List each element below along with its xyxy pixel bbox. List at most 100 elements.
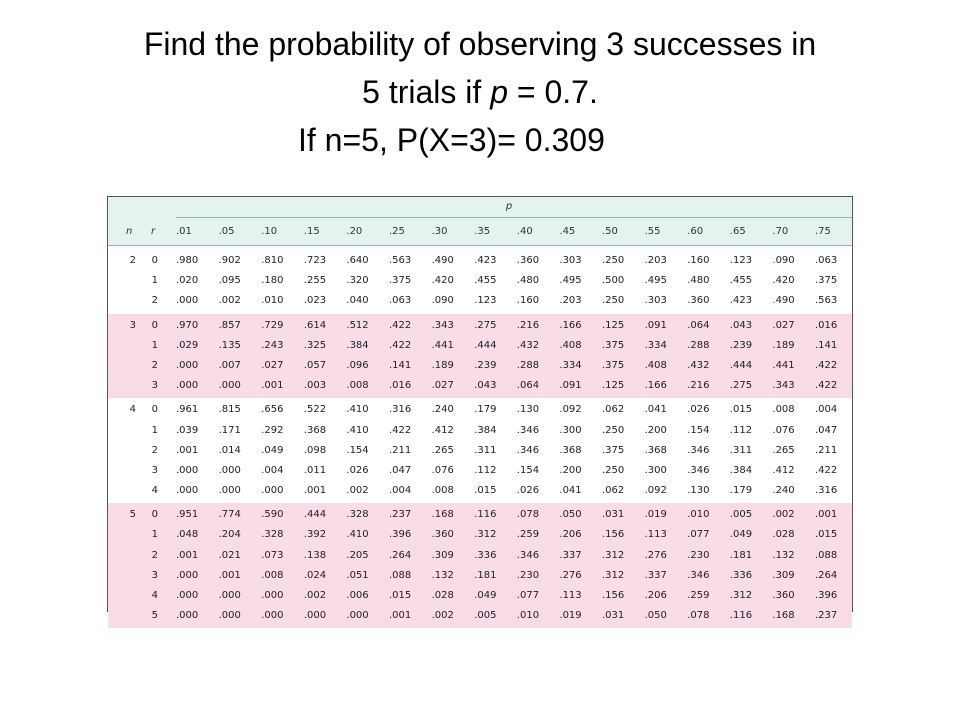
p-header-cell: .20 [346,226,363,237]
probability-cell: .288 [687,339,710,351]
probability-cell: .138 [303,549,327,561]
probability-cell: .180 [261,275,284,287]
table-body: 2 0 .980 .902 .810 .723 .640 .563 .490 .423 .360 .3… [108,249,852,629]
probability-cell: .522 [303,404,327,416]
probability-cell: .980 [176,255,199,266]
probability-cell: .004 [815,404,838,416]
probability-cell: .181 [729,549,753,561]
probability-cell: .384 [729,464,753,476]
probability-cell: .455 [474,275,497,287]
probability-cell: .343 [772,380,795,392]
probability-cell: .309 [431,549,454,561]
probability-cell: .205 [346,549,369,561]
p-header-cell: .15 [303,226,320,237]
probability-cell: .011 [303,464,327,476]
probability-cell: .002 [218,295,241,307]
r-column-label: r [151,226,156,237]
probability-cell: .026 [516,485,540,497]
probability-cell: .049 [474,590,497,601]
probability-cell: .181 [474,569,497,581]
probability-cell: .000 [303,610,327,622]
table-row: 4 .000 .000 .000 .001 .002 .004 .008 .015 .026 .04… [108,481,852,501]
probability-cell: .168 [772,610,795,622]
table-row: 4 0 .961 .815 .656 .522 .410 .316 .240 .179 .130 .0… [108,400,852,420]
probability-cell: .008 [772,404,795,416]
probability-cell: .480 [516,275,540,287]
probability-cell: .237 [815,610,838,622]
probability-cell: .300 [644,464,667,476]
probability-cell: .130 [687,485,710,497]
probability-cell: .125 [602,319,625,331]
probability-cell: .396 [815,590,838,601]
probability-cell: .123 [729,255,753,266]
probability-cell: .116 [729,610,753,622]
probability-cell: .432 [687,359,710,371]
r-cell: 0 [151,509,158,521]
probability-cell: .006 [346,590,369,601]
probability-cell: .000 [176,295,199,307]
probability-cell: .112 [474,464,497,476]
probability-cell: .408 [559,339,582,351]
probability-cell: .441 [431,339,454,351]
probability-cell: .422 [389,319,412,331]
table-row: 2 .001 .021 .073 .138 .205 .264 .309 .336 .346 .33… [108,546,852,566]
probability-cell: .001 [389,610,412,622]
r-cell: 2 [151,359,158,371]
probability-cell: .092 [559,404,582,416]
probability-cell: .250 [602,295,625,307]
n-cell: 5 [129,509,136,521]
probability-cell: .026 [687,404,710,416]
probability-cell: .902 [218,255,241,266]
title-line-2-prefix: 5 trials if [362,74,491,110]
probability-cell: .951 [176,509,199,521]
probability-cell: .088 [815,549,838,561]
probability-cell: .090 [772,255,795,266]
probability-cell: .189 [431,359,454,371]
probability-cell: .206 [559,529,582,541]
probability-cell: .334 [644,339,667,351]
probability-cell: .239 [474,359,497,371]
probability-cell: .216 [687,380,710,392]
binomial-probability-table: p n r .01 .05 .10 .15 .20 .25 .30 .35 .40 .45 .50.… [107,196,853,629]
probability-cell: .023 [303,295,327,307]
p-header-cell: .70 [772,226,789,237]
table-row: 3 0 .970 .857 .729 .614 .512 .422 .343 .275 .216 .1… [108,316,852,336]
probability-cell: .375 [602,444,625,456]
probability-cell: .422 [815,464,838,476]
probability-cell: .375 [815,275,838,287]
probability-cell: .031 [602,509,625,521]
probability-cell: .343 [431,319,454,331]
table-row: 1 .020 .095 .180 .255 .320 .375 .420 .455 .480 .49… [108,271,852,291]
probability-cell: .062 [602,485,625,497]
probability-cell: .179 [474,404,497,416]
probability-cell: .154 [687,424,710,436]
table-row: 3 .000 .001 .008 .024 .051 .088 .132 .181 .230 .27… [108,566,852,586]
probability-cell: .243 [261,339,284,351]
probability-cell: .774 [218,509,241,521]
probability-cell: .015 [815,529,838,541]
probability-cell: .113 [559,590,582,601]
probability-cell: .000 [218,380,241,392]
probability-cell: .441 [772,359,795,371]
probability-cell: .073 [261,549,284,561]
probability-cell: .043 [729,319,753,331]
probability-cell: .384 [474,424,497,436]
probability-cell: .004 [261,464,284,476]
probability-cell: .000 [218,610,241,622]
probability-cell: .000 [261,610,284,622]
r-cell: 5 [151,610,158,622]
probability-cell: .076 [772,424,795,436]
p-header-cell: .55 [644,226,661,237]
probability-cell: .346 [687,444,710,456]
probability-cell: .010 [261,295,284,307]
probability-cell: .328 [346,509,369,521]
probability-cell: .396 [389,529,412,541]
probability-cell: .211 [389,444,412,456]
probability-cell: .337 [644,569,667,581]
probability-cell: .160 [516,295,540,307]
probability-cell: .410 [346,404,369,416]
probability-cell: .031 [602,610,625,622]
probability-cell: .047 [389,464,412,476]
probability-cell: .303 [559,255,582,266]
probability-cell: .091 [644,319,667,331]
